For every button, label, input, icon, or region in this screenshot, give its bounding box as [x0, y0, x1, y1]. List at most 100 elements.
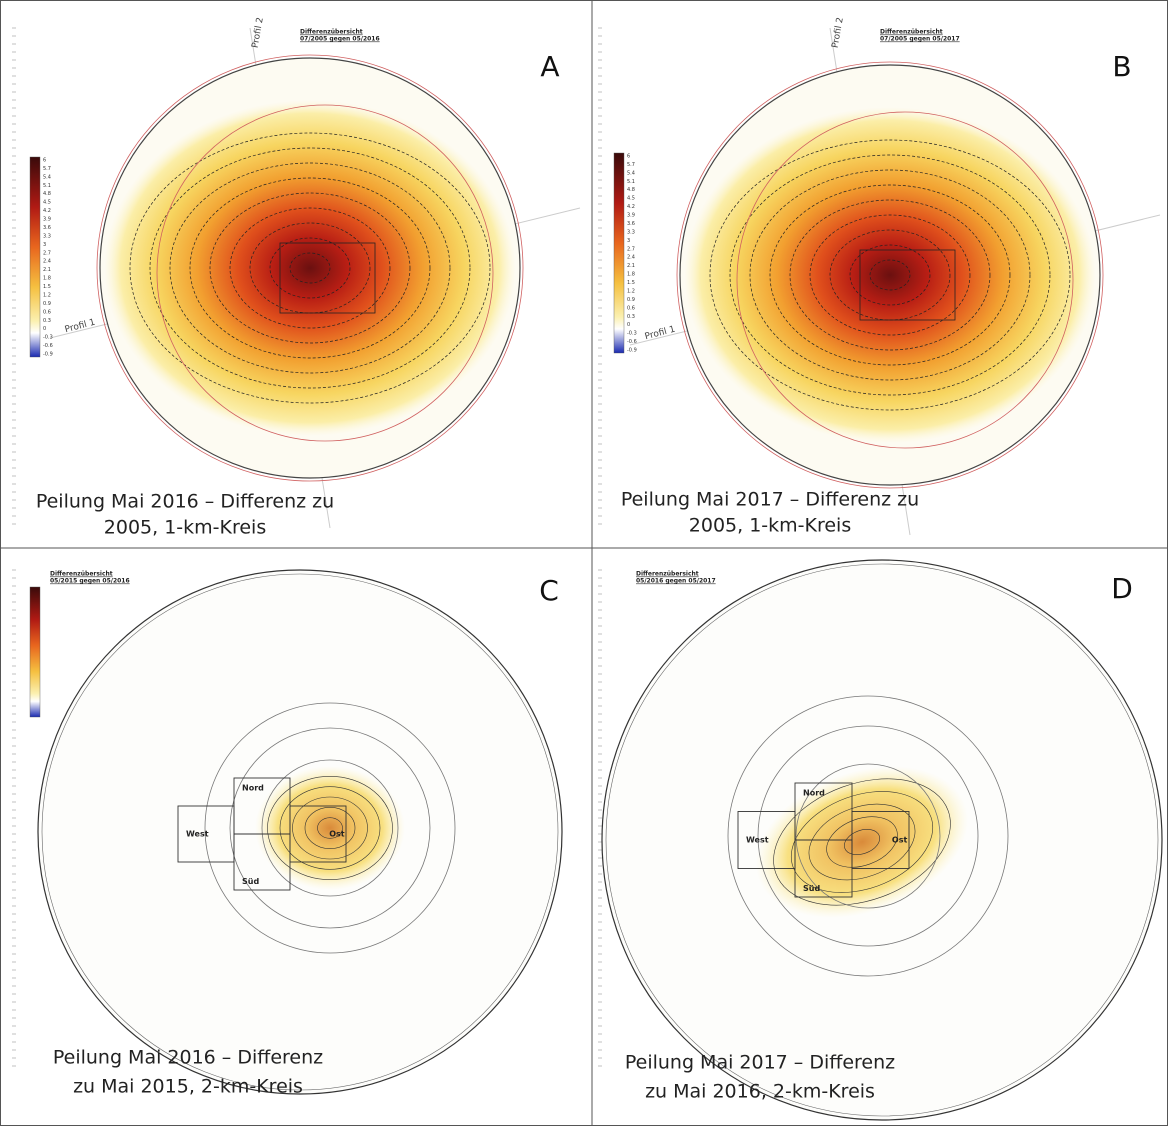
ring [795, 763, 941, 909]
heat-area [684, 107, 1096, 443]
contour [209, 192, 411, 344]
colorbar-tick-label: 0.9 [43, 301, 51, 307]
contour [129, 132, 491, 404]
ring [727, 695, 1009, 977]
contour [709, 139, 1071, 411]
contour [826, 816, 898, 868]
map-circle [605, 563, 1159, 1117]
colorbar-tick-label: 1.5 [627, 280, 635, 286]
colorbar-tick-label: 5.7 [627, 162, 635, 168]
zone-label: Süd [803, 884, 820, 893]
contour [304, 807, 356, 849]
contour [769, 184, 1011, 366]
zone-label: Nord [242, 784, 264, 793]
map-title: 07/2005 gegen 05/2017 [880, 36, 960, 43]
panel-letter: A [540, 50, 559, 83]
map-title: 07/2005 gegen 05/2016 [300, 36, 380, 43]
panel-letter: C [539, 574, 559, 607]
colorbar-tick-label: -0.6 [627, 339, 637, 345]
panel-letter: D [1111, 572, 1133, 605]
colorbar-tick-label: -0.3 [43, 335, 53, 341]
colorbar-tick-label: 1.8 [627, 272, 635, 278]
ring [229, 727, 431, 929]
colorbar-tick-label: 0.3 [43, 318, 51, 324]
ring [676, 61, 1104, 489]
colorbar-tick-label: 2.4 [627, 255, 635, 261]
colorbar-tick-label: 1.8 [43, 276, 51, 282]
ring [96, 54, 524, 482]
contour [292, 796, 368, 860]
map-title: Differenzübersicht [50, 571, 113, 578]
contour [789, 199, 991, 351]
contour [849, 244, 931, 306]
contour [279, 786, 381, 870]
caption: zu Mai 2016, 2-km-Kreis [645, 1081, 875, 1103]
colorbar-tick-label: 4.5 [627, 196, 635, 202]
panel: Nord West Süd Ost Differenzübersicht05/2015 … [12, 569, 563, 1098]
colorbar-tick-label: 5.4 [627, 170, 635, 176]
ring [736, 111, 1074, 449]
profile-label: Profil 2 [251, 17, 266, 49]
contour [808, 803, 916, 881]
map-title: Differenzübersicht [880, 29, 943, 36]
zone-label: Ost [329, 830, 345, 839]
colorbar-tick-label: 5.4 [43, 174, 51, 180]
profile-label: Profil 1 [64, 318, 97, 336]
colorbar [613, 152, 625, 354]
colorbar-tick-label: 4.2 [627, 204, 635, 210]
colorbar-tick-label: 0 [43, 326, 46, 332]
center-box [859, 249, 956, 321]
colorbar-tick-label: 2.4 [43, 259, 51, 265]
colorbar-tick-label: 3.6 [43, 225, 51, 231]
contour [729, 154, 1051, 396]
colorbar-tick-label: 4.8 [43, 191, 51, 197]
caption: 2005, 1-km-Kreis [104, 517, 266, 539]
ring [757, 725, 979, 947]
caption: Peilung Mai 2017 – Differenz [625, 1052, 895, 1074]
colorbar-tick-label: 1.2 [627, 288, 635, 294]
colorbar-tick-label: 5.7 [43, 166, 51, 172]
colorbar-tick-label: 5.1 [43, 183, 51, 189]
map-title: Differenzübersicht [636, 571, 699, 578]
colorbar-tick-label: -0.3 [627, 331, 637, 337]
colorbar-tick-label: 1.5 [43, 284, 51, 290]
zone-box [851, 811, 910, 869]
zone-box [289, 805, 347, 863]
contour [189, 177, 431, 359]
colorbar-tick-label: 3.3 [43, 233, 51, 239]
colorbar-tick-label: 0.6 [43, 309, 51, 315]
colorbar-tick-label: 3.9 [627, 213, 635, 219]
ring [261, 759, 399, 897]
map-title: Differenzübersicht [300, 29, 363, 36]
caption: Peilung Mai 2016 – Differenz [53, 1047, 323, 1069]
caption: Peilung Mai 2016 – Differenz zu [36, 491, 334, 513]
profile-label: Profil 2 [831, 17, 846, 49]
colorbar-tick-label: 4.5 [43, 200, 51, 206]
colorbar-tick-label: -0.6 [43, 343, 53, 349]
colorbar-tick-label: 2.7 [627, 246, 635, 252]
colorbar-tick-label: 3.6 [627, 221, 635, 227]
contour [869, 259, 911, 291]
contour [169, 162, 451, 374]
profile-label: Profil 1 [644, 325, 677, 343]
contour [844, 829, 880, 855]
colorbar-tick-label: 2.1 [43, 267, 51, 273]
center-box [279, 242, 376, 314]
ring [156, 104, 494, 442]
contour [809, 214, 971, 336]
contour [289, 252, 331, 284]
zone-label: West [746, 836, 769, 845]
panel: Profil 1 Profil 2 Differenzübersicht07/200… [598, 17, 1161, 537]
colorbar-tick-label: 6 [627, 154, 630, 160]
contour [149, 147, 471, 389]
caption: 2005, 1-km-Kreis [689, 515, 851, 537]
colorbar-tick-label: 0.3 [627, 314, 635, 320]
contour [269, 237, 351, 299]
colorbar-tick-label: 1.2 [43, 292, 51, 298]
colorbar-tick-label: 3 [43, 242, 46, 248]
colorbar-tick-label: 4.2 [43, 208, 51, 214]
colorbar-tick-label: -0.9 [627, 348, 637, 354]
contour [229, 207, 391, 329]
zone-label: Süd [242, 877, 259, 886]
